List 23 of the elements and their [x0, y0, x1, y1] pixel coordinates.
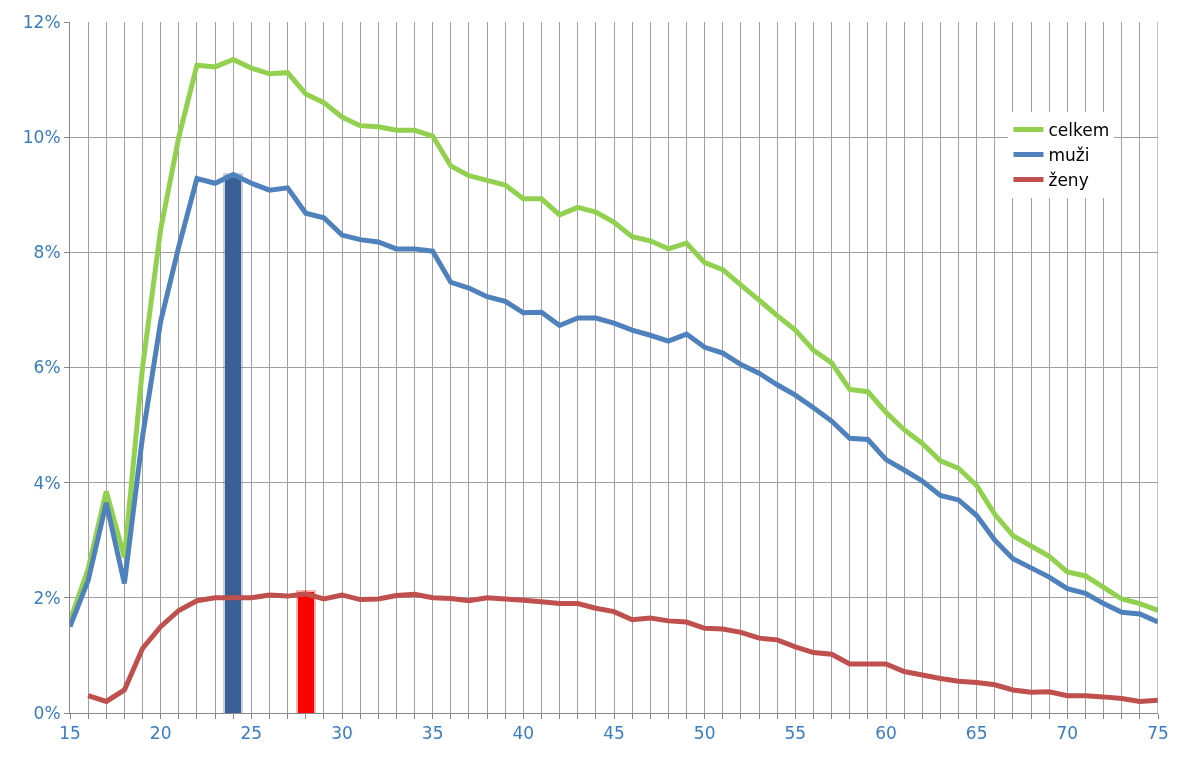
x-tick-label: 15 — [59, 723, 81, 744]
y-tick-label: 12% — [22, 11, 61, 32]
x-tick-label: 75 — [1147, 723, 1169, 744]
y-tick-label: 4% — [33, 472, 61, 493]
y-tick-label: 6% — [33, 357, 61, 378]
x-tick-label: 55 — [784, 723, 807, 744]
x-tick-label: 65 — [965, 723, 988, 744]
legend-label: ženy — [1048, 170, 1089, 191]
x-tick-label: 30 — [331, 723, 353, 744]
x-tick-label: 25 — [240, 723, 263, 744]
x-tick-label: 70 — [1056, 723, 1079, 744]
x-tick-label: 20 — [149, 723, 172, 744]
legend-label: celkem — [1048, 120, 1110, 141]
x-tick-label: 35 — [421, 723, 444, 744]
x-tick-label: 45 — [603, 723, 625, 744]
y-tick-label: 0% — [33, 702, 61, 723]
x-tick-label: 40 — [512, 723, 535, 744]
y-tick-label: 8% — [33, 242, 61, 263]
y-tick-label: 2% — [33, 587, 61, 608]
x-tick-label: 50 — [693, 723, 716, 744]
legend-label: muži — [1048, 145, 1090, 166]
x-tick-label: 60 — [875, 723, 897, 744]
y-tick-label: 10% — [22, 127, 61, 148]
